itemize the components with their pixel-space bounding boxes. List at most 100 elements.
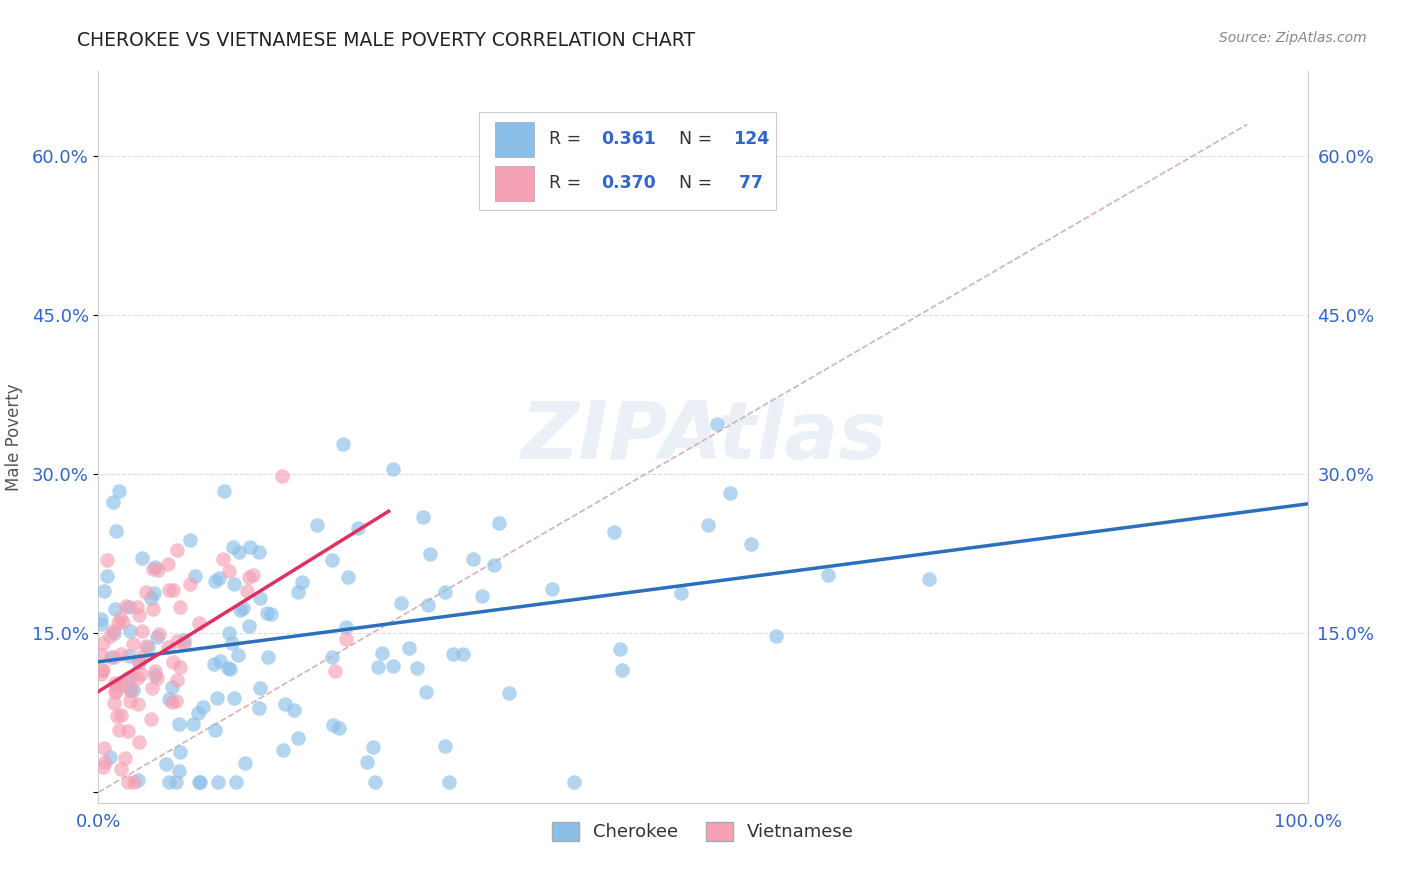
Point — [249, 681, 271, 695]
Text: N =: N = — [679, 130, 717, 148]
Point — [363, 739, 385, 754]
Point — [125, 671, 148, 685]
Point — [204, 723, 226, 738]
Point — [321, 553, 343, 567]
Point — [239, 540, 262, 554]
Point — [247, 701, 270, 715]
Point — [228, 603, 250, 617]
Point — [188, 774, 211, 789]
Point — [131, 624, 153, 638]
Point — [118, 694, 141, 708]
Point — [434, 739, 457, 754]
Point — [364, 774, 387, 789]
Point — [117, 671, 139, 685]
Point — [222, 690, 245, 705]
Point — [249, 591, 271, 605]
Point — [93, 583, 115, 598]
Point — [260, 607, 283, 621]
Point — [169, 599, 191, 614]
Point — [202, 657, 225, 672]
Point — [117, 774, 139, 789]
Point — [108, 723, 131, 737]
Point — [169, 659, 191, 673]
Point — [382, 659, 405, 673]
Point — [157, 692, 180, 706]
Point — [104, 685, 127, 699]
Point — [118, 683, 141, 698]
Point — [406, 661, 429, 675]
Text: 0.361: 0.361 — [602, 130, 657, 148]
Point — [104, 601, 127, 615]
Point — [103, 650, 125, 665]
Point — [335, 632, 357, 647]
Point — [212, 483, 235, 498]
Point — [118, 600, 141, 615]
Point — [273, 697, 295, 711]
Point — [166, 673, 188, 687]
Point — [205, 690, 228, 705]
Point — [166, 634, 188, 648]
Point — [498, 686, 520, 700]
Point — [162, 681, 184, 695]
Point — [139, 591, 162, 605]
Point — [162, 582, 184, 597]
Text: 124: 124 — [734, 130, 769, 148]
Point — [110, 762, 132, 776]
Point — [603, 524, 626, 539]
Point — [148, 627, 170, 641]
Point — [291, 574, 314, 589]
FancyBboxPatch shape — [495, 122, 534, 157]
Point — [117, 724, 139, 739]
Point — [257, 650, 280, 665]
Point — [90, 612, 112, 626]
Point — [817, 567, 839, 582]
Point — [238, 570, 260, 584]
Point — [96, 553, 118, 567]
Point — [162, 655, 184, 669]
Point — [187, 706, 209, 720]
Point — [173, 637, 195, 651]
Point — [110, 708, 132, 723]
Text: R =: R = — [550, 130, 588, 148]
Point — [157, 582, 180, 597]
Point — [93, 741, 115, 756]
Point — [226, 648, 249, 663]
Point — [160, 695, 183, 709]
Point — [321, 649, 343, 664]
Point — [118, 648, 141, 663]
Point — [114, 751, 136, 765]
Point — [222, 540, 245, 554]
Point — [283, 703, 305, 717]
Point — [228, 545, 250, 559]
Point — [173, 633, 195, 648]
FancyBboxPatch shape — [495, 166, 534, 201]
Text: N =: N = — [679, 174, 717, 193]
Point — [188, 615, 211, 630]
Point — [146, 563, 169, 577]
Point — [167, 717, 190, 731]
Point — [371, 646, 394, 660]
Point — [104, 524, 127, 538]
Point — [208, 571, 231, 585]
Point — [90, 617, 112, 632]
Point — [218, 565, 240, 579]
Point — [217, 661, 239, 675]
Point — [155, 757, 177, 772]
Point — [416, 598, 439, 612]
Point — [165, 694, 187, 708]
Point — [105, 709, 128, 723]
Point — [127, 698, 149, 712]
Point — [110, 678, 132, 692]
Point — [463, 552, 485, 566]
Point — [188, 774, 211, 789]
Point — [221, 636, 243, 650]
Point — [484, 558, 506, 573]
Point — [96, 569, 118, 583]
Legend: Cherokee, Vietnamese: Cherokee, Vietnamese — [544, 814, 862, 848]
Point — [122, 637, 145, 651]
Point — [398, 641, 420, 656]
Point — [90, 648, 112, 663]
Point — [139, 712, 162, 726]
Point — [110, 647, 132, 661]
Point — [166, 543, 188, 558]
